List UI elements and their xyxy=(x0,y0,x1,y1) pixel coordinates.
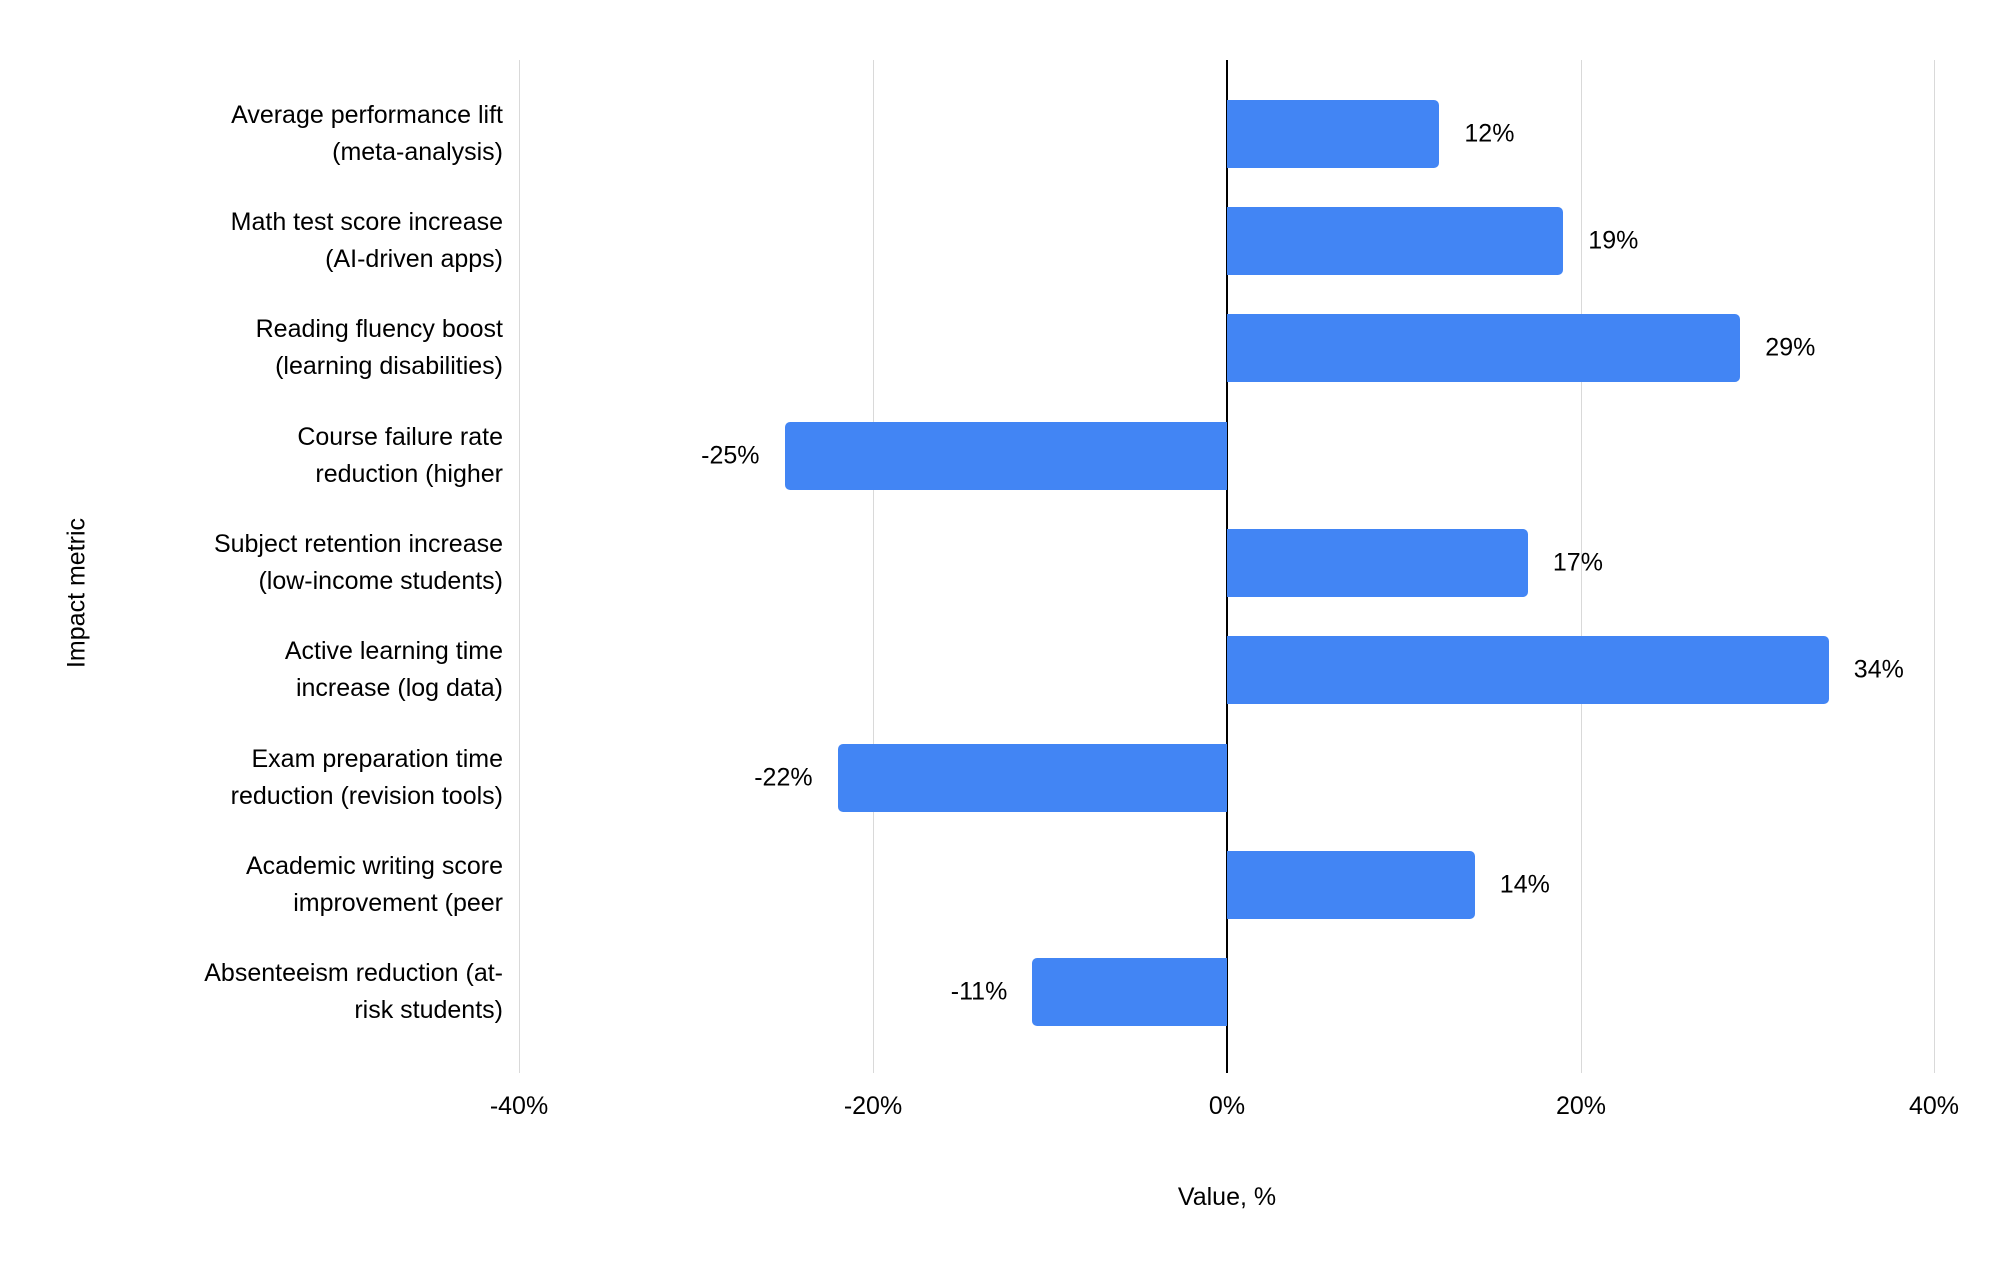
chart-row: 34% xyxy=(519,617,1935,724)
x-axis-title: Value, % xyxy=(1177,1183,1277,1211)
category-label: Average performance lift (meta-analysis) xyxy=(231,100,503,166)
value-label: -11% xyxy=(950,977,1008,1006)
bar: -22% xyxy=(754,743,1227,812)
chart-row: -11% xyxy=(519,939,1935,1046)
bar-rows: 12% 19% 29% -25% 17% xyxy=(519,80,1935,1046)
value-label: -25% xyxy=(701,441,760,470)
category-label: Subject retention increase (low-income s… xyxy=(213,529,503,595)
chart-row: -25% xyxy=(519,402,1935,509)
category-label: Reading fluency boost (learning disabili… xyxy=(255,315,503,381)
chart-row: 14% xyxy=(519,831,1935,938)
tick-label: -20% xyxy=(843,1092,903,1120)
plot-area: 12% 19% 29% -25% 17% xyxy=(519,60,1935,1073)
chart-row: -22% xyxy=(519,724,1935,831)
bar: 34% xyxy=(1227,636,1904,705)
chart-row: 17% xyxy=(519,509,1935,616)
bar: 19% xyxy=(1227,206,1638,275)
category-label: Absenteeism reduction (at- risk students… xyxy=(204,959,503,1025)
chart-row: 12% xyxy=(519,80,1935,187)
category-axis: Average performance lift (meta-analysis)… xyxy=(0,80,503,1046)
value-label: 29% xyxy=(1765,333,1816,362)
bar: 29% xyxy=(1227,314,1815,383)
bar: 14% xyxy=(1227,850,1550,919)
tick-label: 40% xyxy=(1908,1092,1960,1120)
category-label: Active learning time increase (log data) xyxy=(284,637,503,703)
value-label: -22% xyxy=(754,763,813,792)
x-axis-ticks: -40% -20% 0% 20% 40% xyxy=(490,1092,1959,1124)
bar: 12% xyxy=(1227,99,1514,168)
gridline xyxy=(1934,60,1935,1073)
value-label: 19% xyxy=(1588,226,1639,255)
bar: 17% xyxy=(1227,528,1603,597)
value-label: 17% xyxy=(1552,548,1603,577)
value-label: 34% xyxy=(1853,655,1904,684)
category-label: Course failure rate reduction (higher xyxy=(297,422,503,488)
value-label: 12% xyxy=(1464,119,1515,148)
category-label: Academic writing score improvement (peer xyxy=(245,851,503,917)
tick-label: 0% xyxy=(1208,1092,1246,1120)
bar: -11% xyxy=(951,958,1227,1027)
tick-label: 20% xyxy=(1555,1092,1607,1120)
chart-row: 29% xyxy=(519,295,1935,402)
gridline xyxy=(873,60,874,1073)
gridline xyxy=(519,60,520,1073)
value-label: 14% xyxy=(1499,870,1550,899)
bar: -25% xyxy=(701,421,1227,490)
category-label: Math test score increase (AI-driven apps… xyxy=(230,207,503,273)
category-label: Exam preparation time reduction (revisio… xyxy=(230,744,503,810)
gridline xyxy=(1581,60,1582,1073)
chart-row: 19% xyxy=(519,187,1935,294)
tick-label: -40% xyxy=(489,1092,549,1120)
